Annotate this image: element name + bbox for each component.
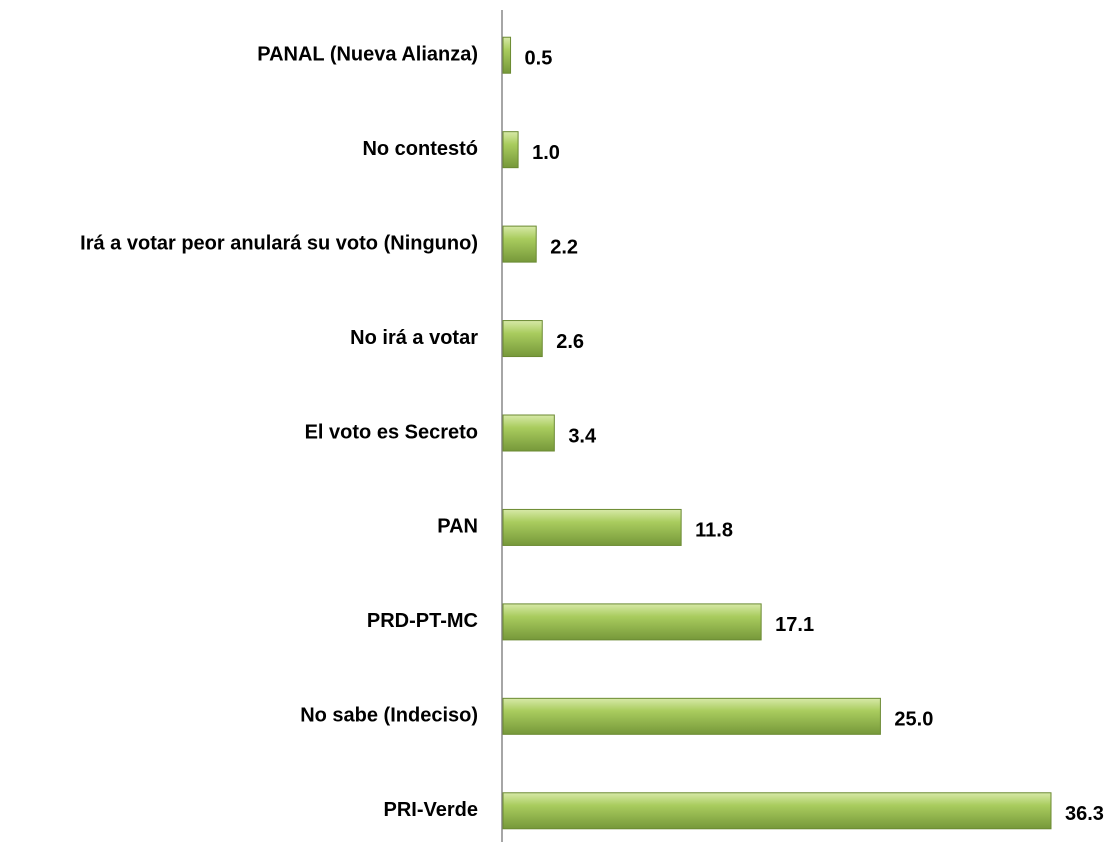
- value-label: 1.0: [532, 142, 560, 164]
- category-label: PAN: [437, 516, 478, 538]
- category-label: No irá a votar: [350, 327, 478, 349]
- value-label: 2.6: [556, 331, 584, 353]
- bar: [502, 508, 682, 546]
- bar: [502, 36, 512, 74]
- category-label: PRI-Verde: [384, 799, 478, 821]
- bar: [502, 225, 537, 263]
- bar: [502, 414, 555, 452]
- category-label: Irá a votar peor anulará su voto (Ningun…: [80, 232, 478, 254]
- category-label: PANAL (Nueva Alianza): [257, 44, 478, 66]
- category-label: El voto es Secreto: [305, 421, 478, 443]
- value-label: 11.8: [695, 520, 733, 542]
- bar: [502, 792, 1052, 830]
- value-label: 2.2: [550, 236, 578, 258]
- category-label: No sabe (Indeciso): [300, 705, 478, 727]
- value-label: 17.1: [775, 614, 814, 636]
- value-label: 25.0: [894, 709, 933, 731]
- value-label: 3.4: [568, 425, 597, 447]
- category-label: PRD-PT-MC: [367, 610, 478, 632]
- value-label: 36.3: [1065, 803, 1104, 825]
- bar: [502, 697, 881, 735]
- bar: [502, 603, 762, 641]
- bar: [502, 131, 519, 169]
- category-label: No contestó: [362, 138, 478, 160]
- bar: [502, 320, 543, 358]
- value-label: 0.5: [525, 48, 553, 70]
